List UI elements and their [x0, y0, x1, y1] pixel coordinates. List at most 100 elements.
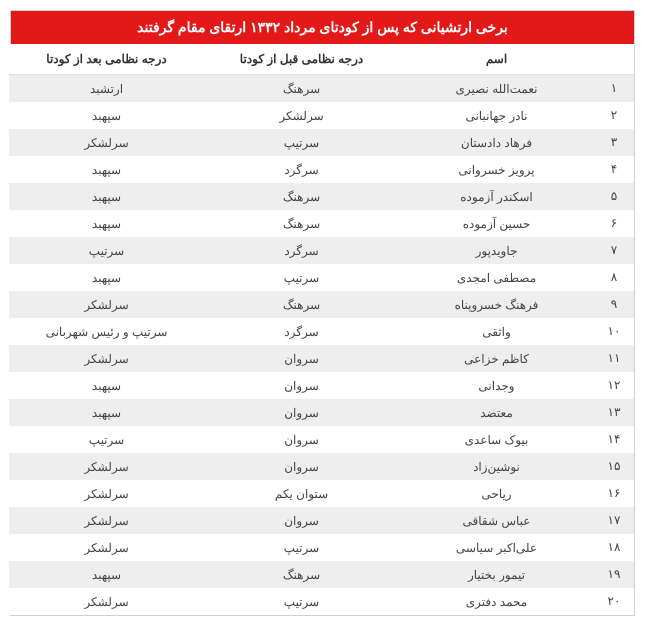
table-row: ۱نعمت‌الله نصیریسرهنگارتشبد — [9, 75, 634, 103]
cell-before: سرلشکر — [204, 102, 399, 129]
cell-after: سرلشکر — [9, 453, 204, 480]
cell-number: ۱۹ — [594, 561, 634, 588]
rank-table: اسم درجه نظامی قبل از کودتا درجه نظامی ب… — [9, 44, 634, 615]
cell-before: سروان — [204, 372, 399, 399]
table-row: ۲۰محمد دفتریسرتیپسرلشکر — [9, 588, 634, 615]
table-row: ۳فرهاد دادستانسرتیپسرلشکر — [9, 129, 634, 156]
cell-before: ستوان یکم — [204, 480, 399, 507]
table-row: ۱۹تیمور بختیارسرهنگسپهبد — [9, 561, 634, 588]
cell-number: ۱۶ — [594, 480, 634, 507]
cell-after: سرلشکر — [9, 588, 204, 615]
cell-before: سرتیپ — [204, 534, 399, 561]
cell-before: سروان — [204, 453, 399, 480]
cell-before: سروان — [204, 345, 399, 372]
cell-name: حسین آزموده — [399, 210, 594, 237]
cell-number: ۱۷ — [594, 507, 634, 534]
cell-after: سپهبد — [9, 372, 204, 399]
table-row: ۱۴بیوک ساعدیسروانسرتیپ — [9, 426, 634, 453]
cell-number: ۱۳ — [594, 399, 634, 426]
cell-after: سپهبد — [9, 102, 204, 129]
table-body: ۱نعمت‌الله نصیریسرهنگارتشبد۲نادر جهانبان… — [9, 75, 634, 616]
cell-after: سرلشکر — [9, 480, 204, 507]
table-row: ۵اسکندر آزمودهسرهنگسپهبد — [9, 183, 634, 210]
cell-before: سرهنگ — [204, 75, 399, 103]
table-row: ۸مصطفی امجدیسرتیپسپهبد — [9, 264, 634, 291]
header-row: اسم درجه نظامی قبل از کودتا درجه نظامی ب… — [9, 44, 634, 75]
table-row: ۱۰واثقیسرگردسرتیپ و رئیس شهربانی — [9, 318, 634, 345]
cell-number: ۳ — [594, 129, 634, 156]
table-row: ۶حسین آزمودهسرهنگسپهبد — [9, 210, 634, 237]
cell-after: سرتیپ و رئیس شهربانی — [9, 318, 204, 345]
cell-number: ۱۸ — [594, 534, 634, 561]
cell-number: ۱۰ — [594, 318, 634, 345]
cell-number: ۱۵ — [594, 453, 634, 480]
cell-after: سپهبد — [9, 183, 204, 210]
cell-name: اسکندر آزموده — [399, 183, 594, 210]
cell-number: ۷ — [594, 237, 634, 264]
cell-after: سرتیپ — [9, 237, 204, 264]
cell-after: سپهبد — [9, 210, 204, 237]
cell-before: سرهنگ — [204, 561, 399, 588]
cell-name: جاویدپور — [399, 237, 594, 264]
cell-after: سپهبد — [9, 156, 204, 183]
cell-name: تیمور بختیار — [399, 561, 594, 588]
cell-number: ۴ — [594, 156, 634, 183]
cell-number: ۱ — [594, 75, 634, 103]
table-row: ۲نادر جهانبانیسرلشکرسپهبد — [9, 102, 634, 129]
cell-before: سروان — [204, 399, 399, 426]
table-row: ۱۲وجدانیسروانسپهبد — [9, 372, 634, 399]
cell-after: سپهبد — [9, 264, 204, 291]
cell-name: فرهاد دادستان — [399, 129, 594, 156]
cell-after: سرلشکر — [9, 291, 204, 318]
cell-before: سرهنگ — [204, 183, 399, 210]
cell-name: نعمت‌الله نصیری — [399, 75, 594, 103]
cell-name: بیوک ساعدی — [399, 426, 594, 453]
cell-number: ۱۲ — [594, 372, 634, 399]
cell-number: ۱۱ — [594, 345, 634, 372]
header-name: اسم — [399, 44, 594, 75]
table-row: ۱۷عباس شقاقیسروانسرلشکر — [9, 507, 634, 534]
table-row: ۷جاویدپورسرگردسرتیپ — [9, 237, 634, 264]
cell-number: ۲ — [594, 102, 634, 129]
cell-after: ارتشبد — [9, 75, 204, 103]
rank-table-container: برخی ارتشیانی که پس از کودتای مرداد ۱۳۳۲… — [10, 10, 635, 616]
cell-name: عباس شقاقی — [399, 507, 594, 534]
header-number — [594, 44, 634, 75]
table-row: ۹فرهنگ خسروپناهسرهنگسرلشکر — [9, 291, 634, 318]
cell-after: سرلشکر — [9, 129, 204, 156]
cell-name: پرویز خسروانی — [399, 156, 594, 183]
cell-name: واثقی — [399, 318, 594, 345]
cell-name: نادر جهانبانی — [399, 102, 594, 129]
cell-after: سرتیپ — [9, 426, 204, 453]
header-before: درجه نظامی قبل از کودتا — [204, 44, 399, 75]
cell-after: سرلشکر — [9, 345, 204, 372]
table-row: ۱۸علی‌اکبر سیاسیسرتیپسرلشکر — [9, 534, 634, 561]
cell-number: ۶ — [594, 210, 634, 237]
cell-name: محمد دفتری — [399, 588, 594, 615]
cell-name: مصطفی امجدی — [399, 264, 594, 291]
table-row: ۱۵نوشین‌زادسروانسرلشکر — [9, 453, 634, 480]
cell-before: سرتیپ — [204, 588, 399, 615]
header-after: درجه نظامی بعد از کودتا — [9, 44, 204, 75]
cell-name: ریاحی — [399, 480, 594, 507]
table-row: ۱۳معتضدسروانسپهبد — [9, 399, 634, 426]
cell-before: سرتیپ — [204, 129, 399, 156]
cell-name: کاظم خزاعی — [399, 345, 594, 372]
cell-before: سرگرد — [204, 318, 399, 345]
cell-name: معتضد — [399, 399, 594, 426]
cell-name: نوشین‌زاد — [399, 453, 594, 480]
cell-name: وجدانی — [399, 372, 594, 399]
cell-after: سرلشکر — [9, 507, 204, 534]
table-row: ۱۶ریاحیستوان یکمسرلشکر — [9, 480, 634, 507]
cell-name: فرهنگ خسروپناه — [399, 291, 594, 318]
table-row: ۱۱کاظم خزاعیسروانسرلشکر — [9, 345, 634, 372]
cell-number: ۲۰ — [594, 588, 634, 615]
cell-number: ۵ — [594, 183, 634, 210]
table-title: برخی ارتشیانی که پس از کودتای مرداد ۱۳۳۲… — [11, 11, 634, 44]
cell-after: سپهبد — [9, 561, 204, 588]
cell-after: سپهبد — [9, 399, 204, 426]
cell-after: سرلشکر — [9, 534, 204, 561]
cell-number: ۱۴ — [594, 426, 634, 453]
cell-before: سرتیپ — [204, 264, 399, 291]
cell-before: سرگرد — [204, 156, 399, 183]
